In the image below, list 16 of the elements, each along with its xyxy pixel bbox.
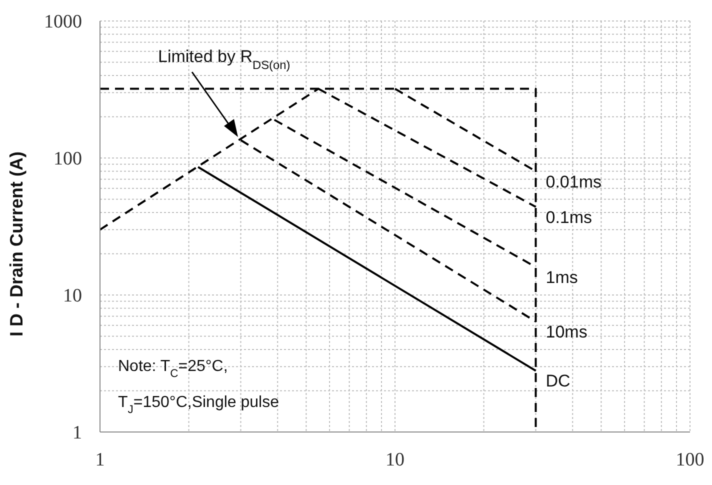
annotation: T$_{J}$=150°C,Single pulse	[118, 394, 280, 416]
y-tick-label: 1	[72, 422, 82, 444]
y-axis-title: I D - Drain Current (A)	[6, 151, 26, 336]
x-tick-label: 10	[386, 449, 404, 470]
series-label: DC	[546, 372, 570, 391]
y-tick-label: 1000	[44, 12, 82, 33]
y-tick-label: 100	[54, 148, 82, 170]
series-label: 0.01ms	[546, 172, 602, 192]
series-label: 10ms	[546, 322, 588, 342]
x-tick-label: 100	[676, 449, 704, 470]
annotation: Limited by R$_{DS(on)}$	[158, 47, 290, 72]
annotation: Note: T$_{C}$=25°C,	[118, 358, 228, 380]
series-label: 0.1ms	[546, 208, 592, 227]
y-tick-label: 10	[63, 286, 82, 307]
x-tick-label: 1	[95, 449, 105, 470]
series-label: 1ms	[546, 268, 578, 288]
